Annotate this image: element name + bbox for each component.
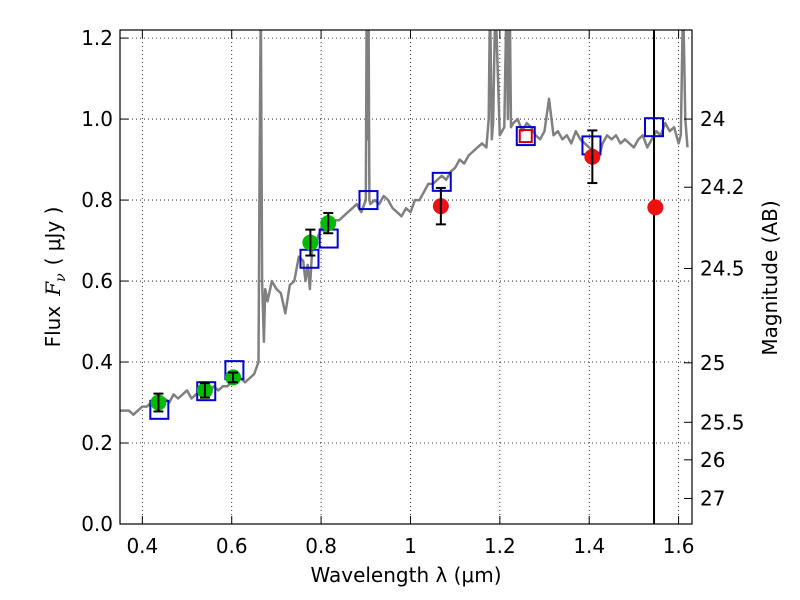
y-tick-label: 0.2 bbox=[81, 431, 113, 455]
y-tick-label: 1.2 bbox=[81, 26, 113, 50]
spectrum-line bbox=[120, 30, 689, 416]
red-data-point bbox=[647, 199, 664, 216]
tick-labels: 0.4 0.6 0.8 1 1.2 1.4 1.6 0.0 0.2 0.4 0.6 0.8 1.0 1.2… bbox=[81, 26, 744, 558]
y-tick-label: 0.0 bbox=[81, 512, 113, 536]
model-box bbox=[644, 117, 665, 138]
plot-area bbox=[120, 30, 689, 524]
x-tick-label: 0.6 bbox=[216, 534, 248, 558]
y-axis-label-text: Flux bbox=[41, 306, 65, 348]
mag-tick-label: 24.2 bbox=[700, 175, 745, 199]
x-tick-label: 1 bbox=[404, 534, 417, 558]
axis-ticks bbox=[120, 30, 692, 525]
magnitude-axis-label: Magnitude (AB) bbox=[758, 200, 782, 355]
mag-tick-label: 27 bbox=[700, 486, 725, 510]
y-axis-label: Flux Fν ( μJy ) bbox=[41, 207, 69, 348]
y-axis-label-symbol: F bbox=[41, 281, 65, 297]
plot-frame bbox=[119, 29, 693, 525]
x-axis-label: Wavelength λ (μm) bbox=[310, 563, 501, 587]
x-tick-label: 1.2 bbox=[484, 534, 516, 558]
x-tick-label: 1.6 bbox=[663, 534, 695, 558]
y-tick-label: 0.4 bbox=[81, 350, 113, 374]
x-tick-label: 1.4 bbox=[573, 534, 605, 558]
mag-tick-label: 25.5 bbox=[700, 410, 745, 434]
mag-tick-label: 25 bbox=[700, 351, 725, 375]
y-axis-label-unit: ( μJy ) bbox=[41, 207, 65, 266]
x-tick-label: 0.8 bbox=[305, 534, 337, 558]
y-tick-label: 1.0 bbox=[81, 107, 113, 131]
mag-tick-label: 26 bbox=[700, 448, 725, 472]
error-bars bbox=[153, 129, 598, 413]
y-axis-label-subscript: ν bbox=[53, 273, 69, 282]
y-tick-label: 0.8 bbox=[81, 188, 113, 212]
model-box bbox=[358, 190, 379, 211]
mag-tick-label: 24 bbox=[700, 107, 725, 131]
x-tick-label: 0.4 bbox=[126, 534, 158, 558]
model-box bbox=[518, 129, 533, 144]
y-tick-label: 0.6 bbox=[81, 269, 113, 293]
model-box bbox=[515, 126, 536, 147]
mag-tick-label: 24.5 bbox=[700, 257, 745, 281]
